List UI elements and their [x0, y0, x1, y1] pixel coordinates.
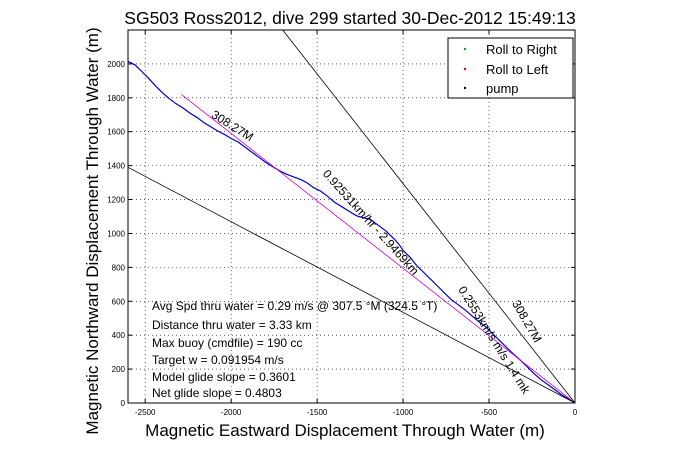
stats-line: Model glide slope = 0.3601	[152, 370, 296, 384]
stats-line: Max buoy (cmdfile) = 190 cc	[152, 336, 302, 350]
legend-label-pump: pump	[486, 81, 519, 96]
y-tick-label: 1400	[107, 162, 125, 171]
chart-title: SG503 Ross2012, dive 299 started 30-Dec-…	[124, 8, 575, 28]
legend-marker-pump	[463, 86, 467, 90]
legend: Roll to Right Roll to Left pump	[447, 37, 574, 99]
legend-marker-roll-right	[463, 47, 467, 51]
y-tick-label: 1600	[107, 128, 125, 137]
legend-label-roll-right: Roll to Right	[486, 42, 557, 57]
stats-line: Avg Spd thru water = 0.29 m/s @ 307.5 °M…	[152, 299, 437, 313]
y-tick-label: 0	[121, 399, 126, 408]
x-tick-label: -1500	[307, 408, 328, 417]
series-line-2	[127, 166, 576, 404]
x-tick-label: -500	[481, 408, 498, 417]
x-tick-label: -1000	[393, 408, 414, 417]
legend-marker-roll-left	[463, 67, 467, 71]
y-tick-label: 200	[112, 365, 126, 374]
y-tick-label: 400	[112, 331, 126, 340]
y-axis-label: Magnetic Northward Displacement Through …	[83, 27, 102, 434]
y-tick-label: 600	[112, 297, 126, 306]
series-line-1	[181, 94, 576, 404]
x-tick-label: -2000	[221, 408, 242, 417]
y-tick-label: 1800	[107, 94, 125, 103]
series-line-3	[282, 29, 576, 404]
stats-line: Target w = 0.091954 m/s	[152, 353, 284, 367]
x-tick-label: -2500	[135, 408, 156, 417]
series-group	[127, 29, 576, 404]
y-tick-label: 1200	[107, 196, 125, 205]
stats-line: Net glide slope = 0.4803	[152, 386, 282, 400]
y-tick-label: 1000	[107, 229, 125, 238]
y-tick-label: 800	[112, 263, 126, 272]
x-tick-label: 0	[573, 408, 578, 417]
series-line-0	[127, 60, 576, 404]
y-tick-label: 2000	[107, 60, 125, 69]
legend-box	[447, 37, 574, 99]
stats-text-block: Avg Spd thru water = 0.29 m/s @ 307.5 °M…	[152, 299, 437, 400]
x-axis-label: Magnetic Eastward Displacement Through W…	[145, 421, 545, 440]
stats-line: Distance thru water = 3.33 km	[152, 318, 312, 332]
legend-label-roll-left: Roll to Left	[486, 62, 549, 77]
